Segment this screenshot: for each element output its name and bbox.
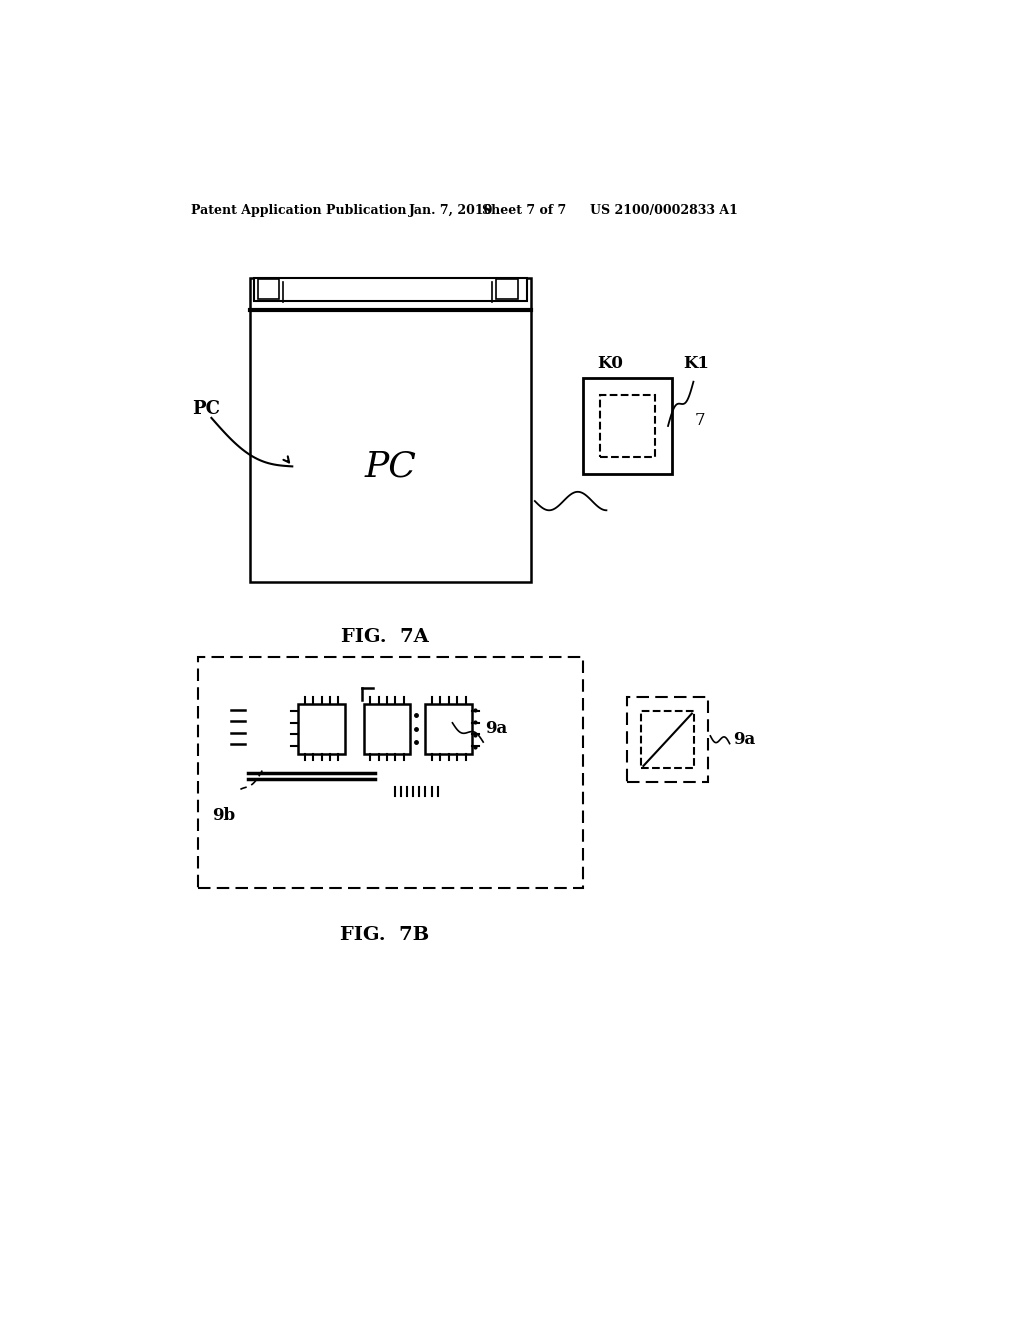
Bar bbox=[641, 711, 694, 768]
Text: Patent Application Publication: Patent Application Publication bbox=[190, 205, 407, 218]
Text: FIG.  7B: FIG. 7B bbox=[340, 925, 429, 944]
Text: US 2100/0002833 A1: US 2100/0002833 A1 bbox=[590, 205, 738, 218]
Bar bbox=[298, 704, 345, 754]
Bar bbox=[254, 277, 527, 301]
Bar bbox=[600, 395, 655, 457]
Bar bbox=[497, 280, 518, 300]
Text: PC: PC bbox=[365, 449, 417, 483]
Text: FIG.  7A: FIG. 7A bbox=[341, 628, 428, 647]
Text: 7: 7 bbox=[695, 412, 706, 429]
Bar bbox=[584, 378, 672, 474]
Text: 9a: 9a bbox=[733, 731, 755, 748]
Bar bbox=[258, 280, 280, 300]
Bar bbox=[250, 277, 531, 582]
Text: Jan. 7, 2010: Jan. 7, 2010 bbox=[410, 205, 494, 218]
Text: K1: K1 bbox=[683, 355, 710, 372]
Text: K0: K0 bbox=[597, 355, 623, 372]
Bar bbox=[628, 697, 708, 781]
Bar bbox=[199, 657, 584, 888]
Text: PC: PC bbox=[193, 400, 220, 417]
Bar bbox=[364, 704, 410, 754]
Text: 9a: 9a bbox=[485, 719, 508, 737]
Bar bbox=[425, 704, 472, 754]
Text: Sheet 7 of 7: Sheet 7 of 7 bbox=[481, 205, 566, 218]
Text: 9b: 9b bbox=[212, 807, 236, 824]
